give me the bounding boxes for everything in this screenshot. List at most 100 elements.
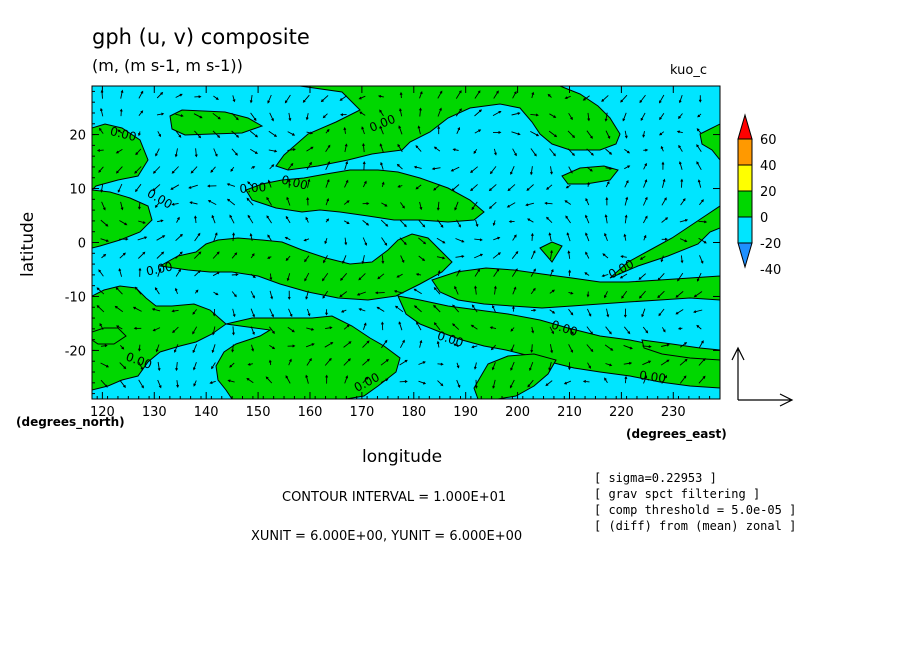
wind-vector-519: [548, 361, 552, 371]
wind-vector-313: [400, 255, 405, 264]
wind-vector-239: [247, 214, 254, 224]
colorbar-label-0: 0: [760, 211, 768, 226]
wind-vector-432: [152, 327, 161, 332]
wind-vector-304: [231, 252, 238, 259]
wind-vector-207: [266, 196, 272, 206]
wind-vector-7: [232, 95, 236, 103]
wind-vector-276: [324, 237, 328, 245]
wind-vector-323: [585, 251, 590, 259]
wind-vector-110: [306, 146, 314, 152]
wind-vector-369: [213, 291, 219, 296]
wind-vector-24: [547, 93, 552, 98]
wind-vector-168: [152, 184, 161, 192]
wind-vector-524: [642, 360, 652, 366]
wind-vector-331: [118, 268, 123, 277]
wind-vector-120: [493, 148, 497, 156]
wind-vector-189: [546, 184, 553, 190]
wind-vector-98: [696, 128, 702, 134]
wind-vector-164: [696, 161, 702, 171]
wind-vector-236: [193, 215, 197, 224]
wind-vector-165: [100, 183, 104, 193]
wind-vector-135: [152, 166, 161, 174]
wind-vector-446: [416, 321, 422, 331]
wind-vector-271: [232, 232, 236, 242]
wind-vector-65: [697, 113, 702, 118]
x-tick-label-190: 190: [453, 405, 478, 420]
wind-vector-346: [396, 273, 403, 278]
wind-vector-415: [452, 304, 460, 313]
wind-vector-277: [344, 237, 348, 246]
wind-vector-142: [287, 162, 294, 170]
wind-vector-237: [211, 214, 216, 224]
wind-vector-469: [231, 344, 235, 353]
wind-vector-443: [362, 322, 367, 330]
wind-vector-499: [175, 362, 179, 372]
wind-vector-546: [437, 380, 444, 387]
wind-vector-399: [151, 308, 161, 312]
wind-vector-59: [587, 112, 591, 122]
wind-vector-138: [210, 166, 216, 173]
wind-vector-425: [641, 308, 646, 318]
wind-vector-417: [492, 304, 496, 313]
wind-vector-27: [601, 95, 609, 102]
wind-vector-248: [418, 219, 426, 228]
wind-vector-284: [474, 238, 483, 242]
wind-vector-208: [286, 196, 291, 206]
wind-vector-434: [192, 326, 198, 335]
colorbar-top-triangle: [737, 113, 753, 140]
wind-vector-133: [115, 166, 123, 174]
wind-vector-128: [643, 148, 649, 152]
wind-vector-556: [624, 375, 628, 384]
wind-vector-298: [119, 252, 126, 259]
colorbar: 60 40 20 0 -20 -40: [737, 113, 781, 278]
wind-vector-144: [325, 161, 331, 170]
wind-vector-81: [379, 125, 384, 135]
x-tick-label-230: 230: [661, 405, 686, 420]
wind-vector-318: [492, 252, 501, 259]
wind-vector-38: [193, 113, 203, 119]
wind-vector-9: [267, 94, 272, 104]
wind-vector-192: [605, 180, 610, 188]
colorbar-label-20: 20: [760, 185, 777, 200]
wind-vector-363: [96, 287, 105, 295]
wind-vector-375: [322, 290, 329, 299]
reference-vector-arrow-up: [731, 346, 745, 400]
wind-vector-423: [606, 308, 610, 318]
wind-vector-350: [474, 268, 480, 277]
wind-vector-482: [471, 345, 478, 349]
wind-vector-449: [470, 324, 478, 330]
contour-label-6: 0.00: [145, 259, 174, 278]
wind-vector-57: [549, 113, 557, 118]
wind-vector-158: [586, 166, 593, 172]
wind-vector-187: [507, 184, 516, 192]
wind-vector-484: [510, 344, 515, 352]
wind-vector-342: [321, 272, 329, 282]
wind-vector-332: [138, 267, 142, 277]
wind-vector-505: [288, 358, 292, 366]
wind-vector-45: [322, 113, 328, 119]
wind-vector-154: [510, 166, 515, 175]
wind-vector-389: [586, 291, 590, 298]
wind-vector-3: [156, 91, 164, 99]
wind-vector-225: [605, 196, 609, 206]
wind-vector-116: [415, 145, 422, 152]
wind-vector-409: [340, 309, 347, 313]
wind-vector-509: [362, 358, 370, 366]
wind-vector-229: [680, 198, 686, 206]
wind-vector-223: [564, 200, 572, 205]
wind-vector-395: [693, 291, 703, 298]
wind-vector-151: [450, 166, 460, 172]
wind-vector-171: [207, 184, 217, 188]
wind-vector-8: [249, 95, 253, 104]
wind-vector-195: [661, 178, 666, 188]
wind-vector-358: [619, 273, 628, 279]
wind-vector-172: [226, 183, 236, 187]
wind-vector-435: [212, 326, 216, 336]
wind-vector-51: [437, 107, 442, 117]
wind-vector-157: [568, 166, 573, 174]
wind-vector-413: [413, 305, 422, 313]
wind-vector-470: [251, 344, 255, 352]
wind-vector-394: [675, 291, 684, 298]
wind-vector-428: [693, 309, 703, 314]
wind-vector-240: [266, 215, 272, 224]
